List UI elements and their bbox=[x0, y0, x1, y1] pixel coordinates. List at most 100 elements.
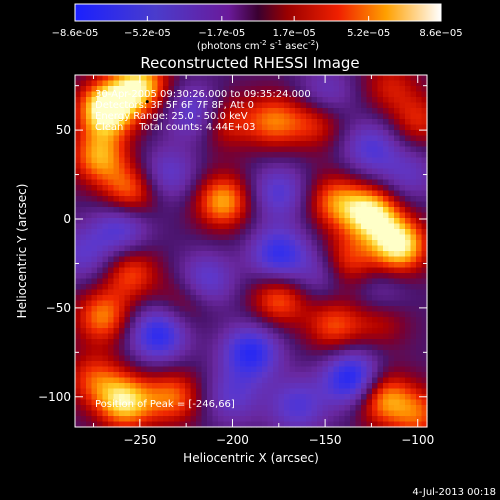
heatmap-cell bbox=[322, 350, 329, 357]
heatmap-cell bbox=[388, 273, 395, 280]
heatmap-cell bbox=[201, 416, 208, 423]
heatmap-cell bbox=[168, 223, 175, 230]
heatmap-cell bbox=[234, 256, 241, 263]
heatmap-cell bbox=[163, 322, 170, 329]
heatmap-cell bbox=[91, 372, 98, 379]
heatmap-cell bbox=[185, 124, 192, 131]
heatmap-cell bbox=[361, 130, 368, 137]
heatmap-cell bbox=[146, 295, 153, 302]
heatmap-cell bbox=[328, 267, 335, 274]
heatmap-cell bbox=[207, 284, 214, 291]
heatmap-cell bbox=[163, 421, 170, 428]
heatmap-cell bbox=[377, 229, 384, 236]
heatmap-cell bbox=[157, 201, 164, 208]
heatmap-cell bbox=[196, 278, 203, 285]
heatmap-cell bbox=[124, 185, 131, 192]
heatmap-cell bbox=[207, 355, 214, 362]
heatmap-cell bbox=[322, 399, 329, 406]
heatmap-cell bbox=[372, 361, 379, 368]
heatmap-cell bbox=[399, 218, 406, 225]
heatmap-cell bbox=[196, 201, 203, 208]
heatmap-cell bbox=[157, 91, 164, 98]
heatmap-cell bbox=[75, 146, 82, 153]
heatmap-cell bbox=[240, 388, 247, 395]
heatmap-cell bbox=[394, 196, 401, 203]
heatmap-cell bbox=[394, 267, 401, 274]
heatmap-cell bbox=[157, 300, 164, 307]
heatmap-cell bbox=[124, 179, 131, 186]
heatmap-cell bbox=[344, 174, 351, 181]
heatmap-cell bbox=[399, 223, 406, 230]
heatmap-cell bbox=[91, 306, 98, 313]
heatmap-cell bbox=[240, 372, 247, 379]
heatmap-cell bbox=[179, 366, 186, 373]
heatmap-cell bbox=[168, 113, 175, 120]
heatmap-cell bbox=[218, 339, 225, 346]
heatmap-cell bbox=[201, 388, 208, 395]
heatmap-cell bbox=[168, 212, 175, 219]
heatmap-cell bbox=[91, 141, 98, 148]
heatmap-cell bbox=[212, 135, 219, 142]
heatmap-cell bbox=[383, 113, 390, 120]
heatmap-cell bbox=[218, 394, 225, 401]
heatmap-cell bbox=[361, 152, 368, 159]
heatmap-cell bbox=[234, 355, 241, 362]
heatmap-cell bbox=[388, 350, 395, 357]
heatmap-cell bbox=[207, 201, 214, 208]
heatmap-cell bbox=[218, 223, 225, 230]
heatmap-cell bbox=[273, 207, 280, 214]
heatmap-cell bbox=[328, 416, 335, 423]
heatmap-cell bbox=[355, 124, 362, 131]
heatmap-cell bbox=[124, 421, 131, 428]
heatmap-cell bbox=[311, 86, 318, 93]
heatmap-cell bbox=[75, 311, 82, 318]
heatmap-cell bbox=[218, 251, 225, 258]
heatmap-cell bbox=[256, 421, 263, 428]
heatmap-cell bbox=[91, 300, 98, 307]
heatmap-cell bbox=[333, 317, 340, 324]
heatmap-cell bbox=[108, 91, 115, 98]
heatmap-cell bbox=[278, 361, 285, 368]
heatmap-cell bbox=[168, 201, 175, 208]
heatmap-cell bbox=[394, 344, 401, 351]
heatmap-cell bbox=[97, 102, 104, 109]
heatmap-cell bbox=[405, 333, 412, 340]
heatmap-cell bbox=[102, 328, 109, 335]
heatmap-cell bbox=[146, 240, 153, 247]
heatmap-cell bbox=[130, 119, 137, 126]
heatmap-cell bbox=[421, 212, 428, 219]
heatmap-cell bbox=[273, 339, 280, 346]
heatmap-cell bbox=[108, 350, 115, 357]
heatmap-cell bbox=[141, 146, 148, 153]
heatmap-cell bbox=[163, 317, 170, 324]
heatmap-cell bbox=[383, 179, 390, 186]
heatmap-cell bbox=[421, 300, 428, 307]
heatmap-cell bbox=[311, 174, 318, 181]
heatmap-cell bbox=[240, 295, 247, 302]
heatmap-cell bbox=[174, 135, 181, 142]
heatmap-cell bbox=[86, 405, 93, 412]
heatmap-cell bbox=[388, 377, 395, 384]
heatmap-cell bbox=[196, 251, 203, 258]
heatmap-cell bbox=[80, 152, 87, 159]
heatmap-cell bbox=[75, 141, 82, 148]
heatmap-cell bbox=[179, 124, 186, 131]
heatmap-cell bbox=[421, 80, 428, 87]
heatmap-cell bbox=[383, 262, 390, 269]
heatmap-cell bbox=[185, 405, 192, 412]
heatmap-cell bbox=[372, 223, 379, 230]
heatmap-cell bbox=[240, 91, 247, 98]
heatmap-cell bbox=[377, 168, 384, 175]
heatmap-cell bbox=[97, 394, 104, 401]
heatmap-cell bbox=[201, 80, 208, 87]
heatmap-cell bbox=[218, 157, 225, 164]
heatmap-cell bbox=[130, 113, 137, 120]
heatmap-cell bbox=[218, 267, 225, 274]
heatmap-cell bbox=[300, 146, 307, 153]
heatmap-cell bbox=[130, 201, 137, 208]
heatmap-cell bbox=[317, 421, 324, 428]
heatmap-cell bbox=[339, 361, 346, 368]
heatmap-cell bbox=[410, 75, 417, 82]
heatmap-cell bbox=[135, 388, 142, 395]
heatmap-cell bbox=[245, 399, 252, 406]
